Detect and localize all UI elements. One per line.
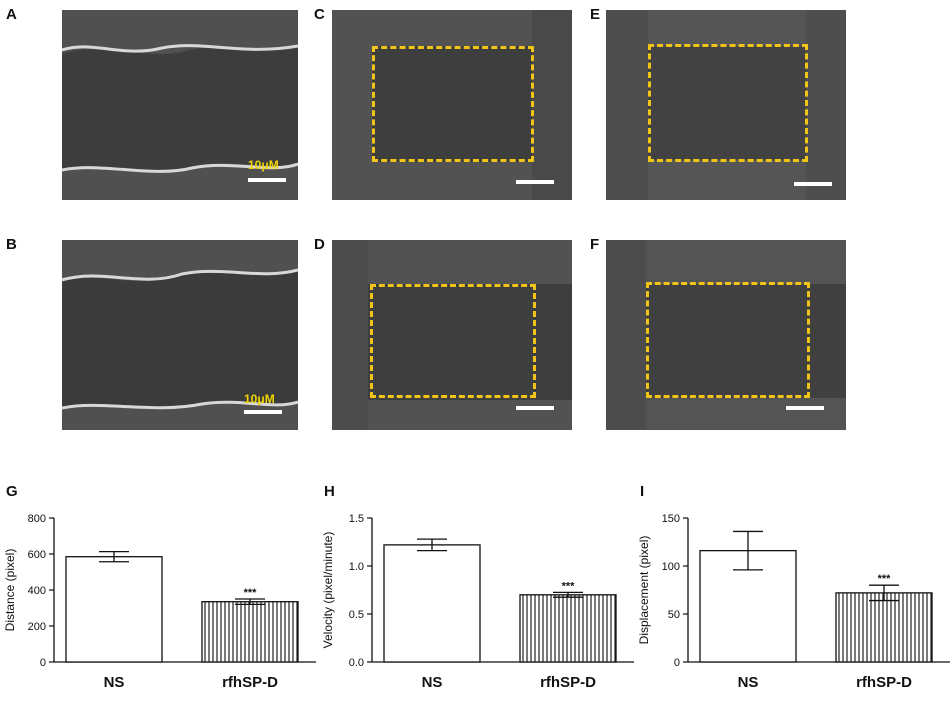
- x-category-label: rfhSP-D: [222, 674, 278, 691]
- y-tick-label: 200: [28, 621, 46, 633]
- y-tick-label: 100: [662, 561, 680, 573]
- y-axis-label: Distance (pixel): [3, 549, 17, 632]
- x-category-label: rfhSP-D: [856, 674, 912, 691]
- micrograph-a-texture: [62, 10, 298, 200]
- micrograph-e-texture: [606, 10, 846, 200]
- panel-letter-d: D: [314, 236, 325, 253]
- y-tick-label: 1.0: [349, 561, 364, 573]
- micrograph-d: [332, 240, 572, 430]
- micrograph-c-texture: [332, 10, 572, 200]
- micrograph-a: 10μM: [62, 10, 298, 200]
- micrograph-f: [606, 240, 846, 430]
- chart-panel-letter: G: [6, 483, 18, 500]
- chart-panel-letter: I: [640, 483, 644, 500]
- chart-g: G 0 200 400 600 800 Distance (pixel) NS *** rfhSP…: [0, 476, 366, 696]
- bar-rfhsp-d: [835, 592, 933, 663]
- scale-bar-e: [794, 182, 832, 186]
- chart-i: I 0 50 100 150 Displacement (pixel) NS *** rfhSP…: [634, 476, 950, 696]
- panel-letter-c: C: [314, 6, 325, 23]
- chart-panel-letter: H: [324, 483, 335, 500]
- panel-letter-a: A: [6, 6, 17, 23]
- micrograph-e: [606, 10, 846, 200]
- significance-label: ***: [562, 580, 576, 592]
- y-axis-label: Displacement (pixel): [637, 536, 651, 645]
- y-tick-label: 150: [662, 513, 680, 525]
- region-box-f: [646, 282, 810, 398]
- panel-letter-f: F: [590, 236, 600, 253]
- region-box-c: [372, 46, 534, 162]
- region-box-e: [648, 44, 808, 162]
- bar-ns: [383, 544, 481, 663]
- y-tick-label: 600: [28, 549, 46, 561]
- scale-bar-a: [248, 178, 286, 182]
- micrograph-b-texture: [62, 240, 298, 430]
- y-tick-label: 400: [28, 585, 46, 597]
- x-category-label: NS: [422, 674, 443, 691]
- y-tick-label: 800: [28, 513, 46, 525]
- panel-letter-b: B: [6, 236, 17, 253]
- scale-bar-d: [516, 406, 554, 410]
- micrograph-b: 10μM: [62, 240, 298, 430]
- x-category-label: rfhSP-D: [540, 674, 596, 691]
- y-tick-label: 0: [40, 657, 46, 669]
- bar-ns: [65, 556, 163, 663]
- y-tick-label: 0.0: [349, 657, 364, 669]
- scale-bar-c: [516, 180, 554, 184]
- chart-h-svg: H 0.0 0.5 1.0 1.5 Velocity (pixel/minute) NS **…: [321, 483, 684, 691]
- scale-label-b: 10μM: [244, 392, 275, 406]
- y-tick-label: 0.5: [349, 609, 364, 621]
- chart-g-svg: G 0 200 400 600 800 Distance (pixel) NS *** rfhSP…: [3, 483, 366, 691]
- x-category-label: NS: [104, 674, 125, 691]
- bar-rfhsp-d: [201, 601, 299, 663]
- bar-rfhsp-d: [519, 594, 617, 663]
- scale-bar-f: [786, 406, 824, 410]
- x-category-label: NS: [738, 674, 759, 691]
- y-axis-label: Velocity (pixel/minute): [321, 532, 335, 649]
- region-box-d: [370, 284, 536, 398]
- significance-label: ***: [244, 587, 258, 599]
- chart-h: H 0.0 0.5 1.0 1.5 Velocity (pixel/minute) NS **…: [318, 476, 684, 696]
- chart-i-svg: I 0 50 100 150 Displacement (pixel) NS *** rfhSP…: [637, 483, 950, 691]
- scale-bar-b: [244, 410, 282, 414]
- significance-label: ***: [878, 573, 892, 585]
- panel-letter-e: E: [590, 6, 601, 23]
- scale-label-a: 10μM: [248, 158, 279, 172]
- y-tick-label: 1.5: [349, 513, 364, 525]
- micrograph-c: [332, 10, 572, 200]
- y-tick-label: 50: [668, 609, 680, 621]
- y-tick-label: 0: [674, 657, 680, 669]
